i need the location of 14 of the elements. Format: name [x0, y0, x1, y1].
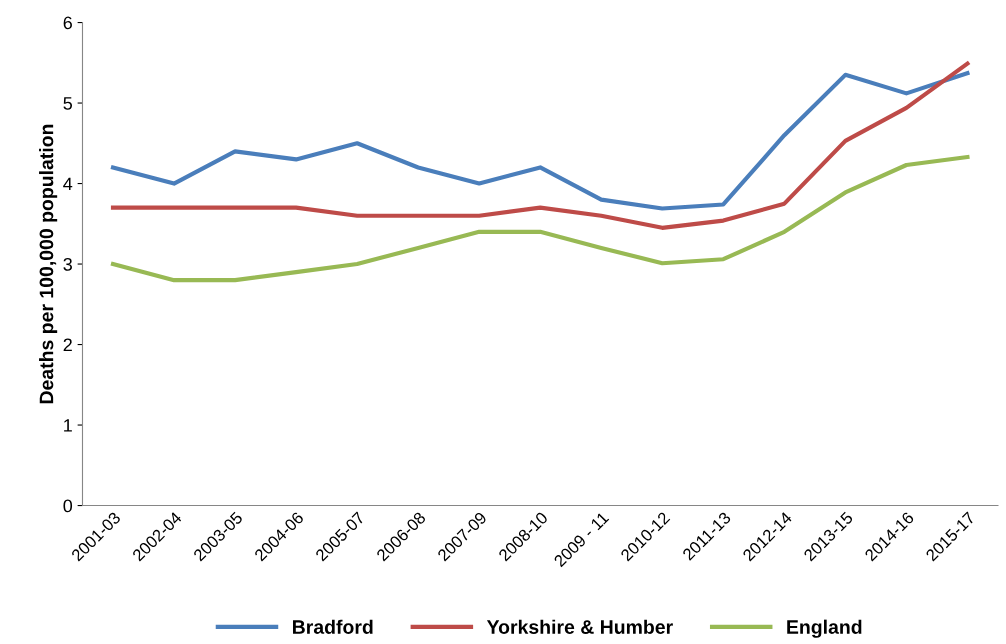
- y-tick-label: 0: [63, 499, 73, 513]
- y-tick-label: 5: [63, 97, 73, 110]
- legend-label: England: [787, 619, 862, 638]
- legend-label: Yorkshire & Humber: [486, 619, 673, 634]
- y-tick-label: 1: [64, 419, 72, 432]
- legend-label: Bradford: [293, 619, 373, 634]
- y-tick-label: 4: [63, 177, 73, 191]
- line-series: [110, 71, 970, 211]
- y-tick-label: 2: [63, 338, 72, 352]
- y-tick-label: 3: [63, 257, 72, 271]
- line-series: [110, 154, 970, 283]
- y-tick-label: 6: [63, 16, 72, 30]
- y-axis-title: Deaths per 100,000 population: [39, 124, 58, 404]
- line-series: [110, 61, 970, 230]
